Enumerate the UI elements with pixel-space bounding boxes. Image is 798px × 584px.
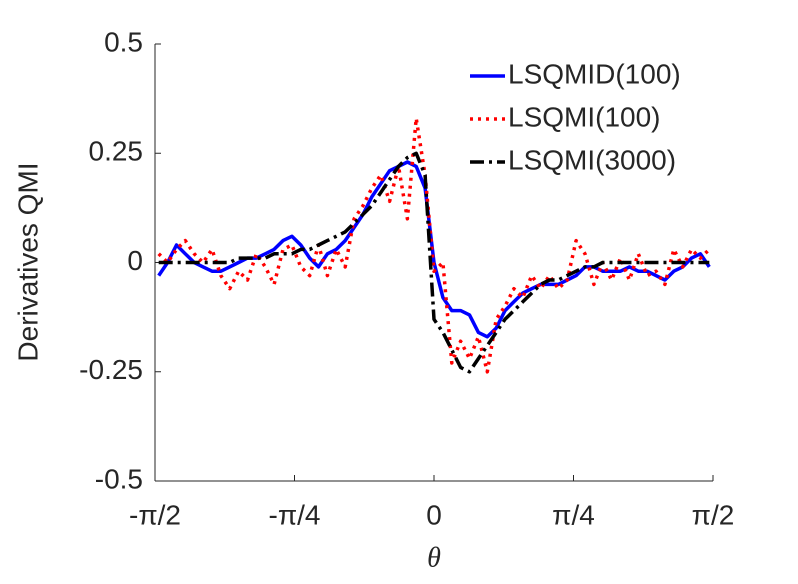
- legend-label: LSQMI(3000): [508, 144, 676, 175]
- x-tick-label: -π/2: [129, 499, 181, 530]
- y-axis-label: Derivatives QMI: [12, 162, 43, 361]
- series-line: [157, 116, 711, 374]
- x-tick-label: -π/4: [269, 499, 321, 530]
- y-tick-label: 0.25: [89, 136, 144, 167]
- series-line: [158, 151, 710, 374]
- x-tick-label: π/2: [692, 499, 735, 530]
- x-tick-label: π/4: [552, 499, 595, 530]
- y-tick-label: -0.5: [95, 463, 143, 494]
- legend-label: LSQMI(100): [508, 101, 661, 132]
- y-tick-label: 0.5: [104, 26, 143, 57]
- y-tick-label: -0.25: [79, 354, 143, 385]
- x-tick-label: 0: [426, 499, 442, 530]
- legend-label: LSQMID(100): [508, 58, 681, 89]
- x-axis-label: θ: [427, 542, 441, 573]
- y-tick-label: 0: [127, 245, 143, 276]
